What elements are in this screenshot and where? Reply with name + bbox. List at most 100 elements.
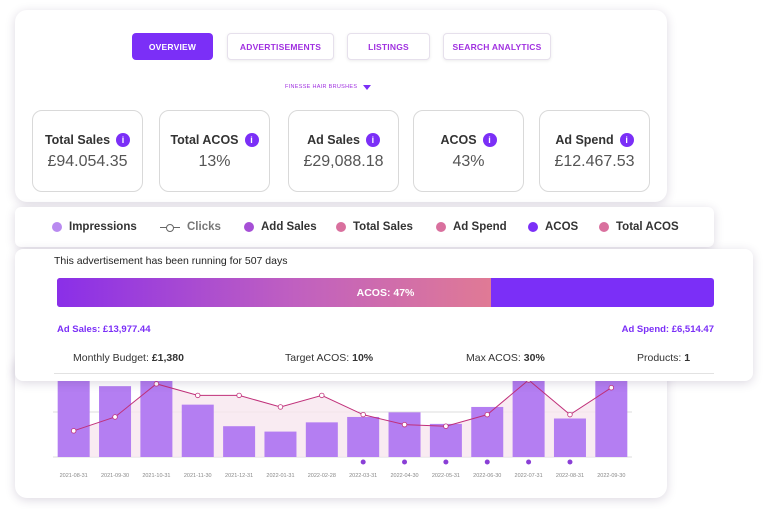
acos-progress-fill — [57, 278, 491, 307]
info-icon[interactable]: i — [244, 133, 259, 147]
event-marker — [443, 459, 449, 465]
line-point — [70, 428, 77, 434]
x-tick-label: 2021-09-30 — [101, 473, 129, 479]
product-selector[interactable]: FINESSE HAIR BRUSHES — [285, 84, 372, 90]
legend-acos[interactable]: ACOS — [528, 221, 578, 233]
legend-label: Add Sales — [261, 221, 317, 233]
event-marker — [526, 459, 532, 465]
legend-label: Impressions — [69, 221, 137, 233]
line-point — [360, 411, 366, 418]
chart-bar — [429, 423, 462, 457]
x-tick-label: 2022-03-31 — [349, 473, 377, 479]
stat-label: Target ACOS: — [285, 352, 350, 364]
x-tick-label: 2021-12-31 — [225, 473, 253, 479]
legend-label: ACOS — [545, 221, 579, 233]
x-tick-label: 2022-02-28 — [308, 473, 336, 479]
x-tick-label: 2022-08-31 — [556, 473, 584, 479]
stat-value: 10% — [352, 352, 374, 364]
chart-bar — [553, 418, 586, 457]
line-point — [608, 385, 615, 391]
chart-bar — [264, 431, 297, 457]
legend-add-sales[interactable]: Add Sales — [244, 221, 317, 233]
line-marker-icon — [160, 222, 180, 232]
advertisement-card: This advertisement has been running for … — [15, 249, 753, 381]
total-acos-dot-icon — [599, 222, 609, 232]
metric-ad-spend: Ad Spend i £12.467.53 — [539, 110, 650, 192]
metric-total-acos: Total ACOS i 13% — [159, 110, 270, 192]
info-icon[interactable]: i — [116, 133, 131, 147]
line-point — [236, 392, 242, 399]
metric-label: Total Sales — [44, 133, 111, 147]
metric-value: £12.467.53 — [554, 153, 635, 170]
ad-spend-amount: Ad Spend: £6,514.47 — [621, 324, 714, 335]
legend-label: Clicks — [187, 221, 221, 233]
line-point — [401, 421, 408, 428]
stat-value: £1,380 — [151, 352, 184, 364]
stat-label: Max ACOS: — [466, 352, 521, 364]
series-line — [73, 379, 612, 432]
event-marker — [484, 459, 490, 465]
line-point — [484, 411, 490, 418]
x-tick-label: 2022-06-30 — [473, 473, 501, 479]
acos-dot-icon — [528, 222, 538, 232]
line-point — [277, 404, 284, 410]
performance-chart: 2021-08-31 2021-09-30 2021-10-31 2021-11-30… — [53, 377, 632, 479]
x-tick-label: 2022-01-31 — [266, 473, 294, 479]
line-point — [443, 423, 449, 429]
tab-overview[interactable]: OVERVIEW — [132, 33, 213, 60]
x-tick-label: 2022-05-31 — [432, 473, 460, 479]
metric-label: Total ACOS — [170, 133, 239, 147]
event-marker — [567, 459, 573, 465]
legend-ad-spend[interactable]: Ad Spend — [436, 221, 507, 233]
chevron-down-icon — [363, 84, 372, 90]
tab-listings[interactable]: LISTINGS — [347, 33, 430, 60]
add-sales-dot-icon — [244, 222, 254, 232]
event-marker — [402, 459, 408, 465]
x-tick-label: 2021-08-31 — [60, 473, 88, 479]
legend-label: Total Sales — [353, 221, 413, 233]
chart-bar — [57, 380, 90, 457]
stat-label: Products: — [637, 352, 682, 364]
metric-label: Ad Spend — [555, 133, 614, 147]
metric-total-sales: Total Sales i £94.054.35 — [32, 110, 143, 192]
metric-value: 43% — [452, 153, 485, 170]
stat-max-acos: Max ACOS: 30% — [466, 352, 545, 364]
stat-label: Monthly Budget: — [73, 352, 149, 364]
legend-total-sales[interactable]: Total Sales — [336, 221, 413, 233]
legend-impressions[interactable]: Impressions — [52, 221, 137, 233]
info-icon[interactable]: i — [365, 133, 380, 147]
tab-advertisements[interactable]: ADVERTISEMENTS — [227, 33, 334, 60]
stat-monthly-budget: Monthly Budget: £1,380 — [73, 352, 184, 364]
x-tick-label: 2022-09-30 — [597, 473, 625, 479]
x-tick-label: 2022-07-31 — [515, 473, 543, 479]
ad-sales-amount: Ad Sales: £13,977.44 — [57, 324, 151, 335]
metric-value: £94.054.35 — [47, 153, 128, 170]
tab-search-analytics[interactable]: SEARCH ANALYTICS — [443, 33, 551, 60]
stat-value: 30% — [523, 352, 545, 364]
chart-bar — [223, 426, 256, 457]
chart-bar — [99, 386, 132, 457]
ad-running-text: This advertisement has been running for … — [54, 255, 288, 267]
line-point — [112, 414, 118, 420]
legend-total-acos[interactable]: Total ACOS — [599, 221, 679, 233]
chart-bar — [305, 422, 338, 457]
impressions-dot-icon — [52, 222, 62, 232]
stat-target-acos: Target ACOS: 10% — [285, 352, 373, 364]
stat-value: 1 — [684, 352, 691, 364]
line-point — [567, 411, 573, 418]
chart-bar — [388, 412, 421, 457]
legend-clicks[interactable]: Clicks — [160, 221, 221, 233]
metric-label: ACOS — [440, 133, 477, 147]
metric-acos: ACOS i 43% — [413, 110, 524, 192]
event-marker — [360, 459, 366, 465]
total-sales-dot-icon — [336, 222, 346, 232]
x-tick-label: 2021-10-31 — [142, 473, 170, 479]
chart-bar — [140, 380, 173, 457]
chart-bar — [512, 380, 545, 457]
info-icon[interactable]: i — [619, 133, 634, 147]
info-icon[interactable]: i — [482, 133, 497, 147]
chart-bar — [595, 380, 628, 457]
metric-label: Ad Sales — [307, 133, 360, 147]
x-tick-label: 2022-04-30 — [390, 473, 418, 479]
metric-value: £29,088.18 — [303, 153, 384, 170]
